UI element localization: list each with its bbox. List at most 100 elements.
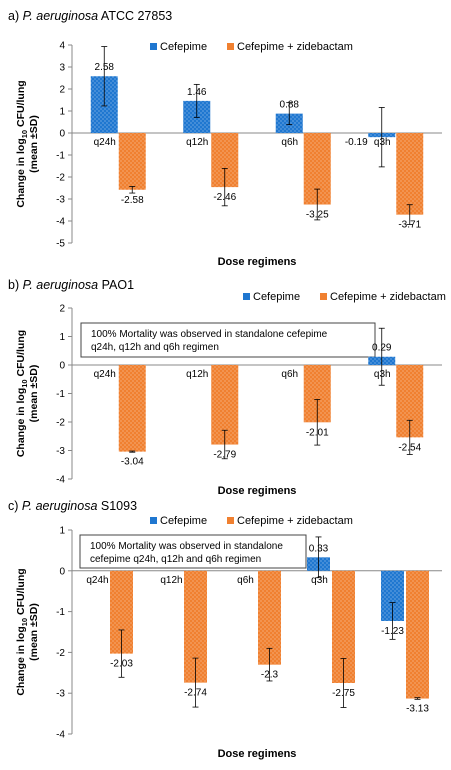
y-tick-label: -3 [56,446,65,457]
legend-swatch-combo [320,293,327,300]
y-tick-label: -1 [56,607,65,618]
category-label-q12h: q12h [186,137,208,148]
data-label-combo-q3h: -2.54 [398,442,421,453]
bar-cefepime-q2h [381,570,404,621]
y-tick-label: -4 [56,475,65,486]
y-tick-label: -1 [56,389,65,400]
bar-combo-q6h [258,570,281,665]
bar-combo-q2h [406,570,429,699]
y-tick-label: -5 [56,239,65,250]
y-axis-label-line1: Change in log10 CFU/lung [15,80,29,207]
category-label-q24h: q24h [86,575,108,586]
y-axis-label-line2: (mean ±SD) [28,115,40,173]
y-tick-label: -2 [56,418,65,429]
data-label-combo-q3h: -2.75 [332,688,355,699]
category-label-q24h: q24h [94,369,116,380]
chart-panel-3: c) P. aeruginosa S1093 1 0 -1 -2 -3 -4 Change i… [8,499,442,760]
data-label-combo-q6h: -2.01 [306,427,329,438]
category-label-q6h: q6h [237,575,254,586]
panel-strain: PAO1 [98,278,134,292]
data-label-cefepime-q3h: 0.29 [372,343,392,354]
y-tick-label: 3 [59,63,65,74]
chart-panel-2: b) P. aeruginosa PAO1 2 1 0 -1 -2 -3 -4 Change i… [8,278,446,497]
panel-title: c) P. aeruginosa S1093 [8,499,137,513]
y-tick-label: 1 [59,107,65,118]
x-axis-label: Dose regimens [218,485,297,497]
data-label-combo-q6h: -3.25 [306,210,329,221]
legend-swatch-cefepime [150,517,157,524]
legend-swatch-combo [227,517,234,524]
panel-organism: P. aeruginosa [23,9,99,23]
y-tick-label: 1 [59,526,65,537]
data-label-cefepime-q2h: -1.23 [381,626,404,637]
y-tick-label: 2 [59,304,65,315]
legend-label-cefepime: Cefepime [160,515,207,527]
legend-label-combo: Cefepime + zidebactam [330,291,446,303]
mortality-note-line2: cefepime q24h, q12h and q6h regimen [90,554,261,565]
panel-title: b) P. aeruginosa PAO1 [8,278,134,292]
data-label-combo-q3h: -3.71 [398,220,421,231]
data-label-combo-q24h: -2.03 [110,659,133,670]
legend-swatch-cefepime [243,293,250,300]
data-label-cefepime-q12h: 1.46 [187,87,207,98]
bar-combo-q24h [118,365,146,452]
data-label-combo-q6h: -2.3 [261,670,279,681]
legend-label-cefepime: Cefepime [160,41,207,53]
y-tick-label: -4 [56,730,65,741]
category-label-q6h: q6h [281,137,298,148]
y-tick-label: -1 [56,151,65,162]
y-tick-label: 4 [59,41,65,52]
panel-title: a) P. aeruginosa ATCC 27853 [8,9,172,23]
bar-combo-q12h [184,570,207,683]
legend: Cefepime Cefepime + zidebactam [150,41,353,53]
mortality-note-line2: q24h, q12h and q6h regimen [91,342,219,353]
data-label-cefepime-q6h: 0.88 [280,100,300,111]
category-label-q12h: q12h [186,369,208,380]
y-tick-label: -2 [56,648,65,659]
legend: Cefepime Cefepime + zidebactam [150,515,353,527]
data-label-cefepime-q3h: 0.33 [309,543,329,554]
x-axis-label: Dose regimens [218,256,297,268]
category-label-q24h: q24h [94,137,116,148]
legend-swatch-cefepime [150,43,157,50]
panel-strain: S1093 [97,499,137,513]
x-axis-label: Dose regimens [218,748,297,760]
y-tick-label: 2 [59,85,65,96]
legend-label-cefepime: Cefepime [253,291,300,303]
data-label-combo-q24h: -2.58 [121,195,144,206]
data-label-combo-q12h: -2.74 [184,688,207,699]
bar-combo-q3h [332,570,355,683]
panel-prefix: a) [8,9,23,23]
data-label-combo-q24h: -3.04 [121,457,144,468]
y-tick-label: 0 [59,129,65,140]
legend: Cefepime Cefepime + zidebactam [243,291,446,303]
legend-label-combo: Cefepime + zidebactam [237,41,353,53]
y-tick-label: -3 [56,689,65,700]
bar-combo-q24h [110,570,133,654]
legend-swatch-combo [227,43,234,50]
y-axis-label-line1: Change in log10 CFU/lung [15,568,29,695]
category-label-q6h: q6h [281,369,298,380]
chart-panel-1: a) P. aeruginosa ATCC 27853 4 3 2 1 0 -1 -2 -3 -4… [8,9,442,268]
panel-organism: P. aeruginosa [23,278,99,292]
data-label-cefepime-q24h: 2.58 [95,62,115,73]
y-axis-label-line1: Change in log10 CFU/lung [15,330,29,457]
mortality-note-line1: 100% Mortality was observed in standalon… [90,541,283,552]
category-label-q3h: q3h [311,575,328,586]
bar-combo-q24h [118,133,146,190]
bar-combo-q3h [396,133,424,215]
y-tick-label: 0 [59,566,65,577]
y-axis-label-line2: (mean ±SD) [28,603,40,661]
y-tick-label: -2 [56,173,65,184]
data-label-combo-q12h: -2.79 [213,450,236,461]
category-label-q3h: q3h [374,369,391,380]
legend-label-combo: Cefepime + zidebactam [237,515,353,527]
mortality-note-box [79,534,307,569]
data-label-cefepime-q3h: -0.19 [345,137,368,148]
panel-strain: ATCC 27853 [98,9,172,23]
y-tick-label: -4 [56,217,65,228]
panel-prefix: b) [8,278,23,292]
y-tick-label: 1 [59,332,65,343]
y-tick-label: 0 [59,361,65,372]
panel-organism: P. aeruginosa [22,499,98,513]
